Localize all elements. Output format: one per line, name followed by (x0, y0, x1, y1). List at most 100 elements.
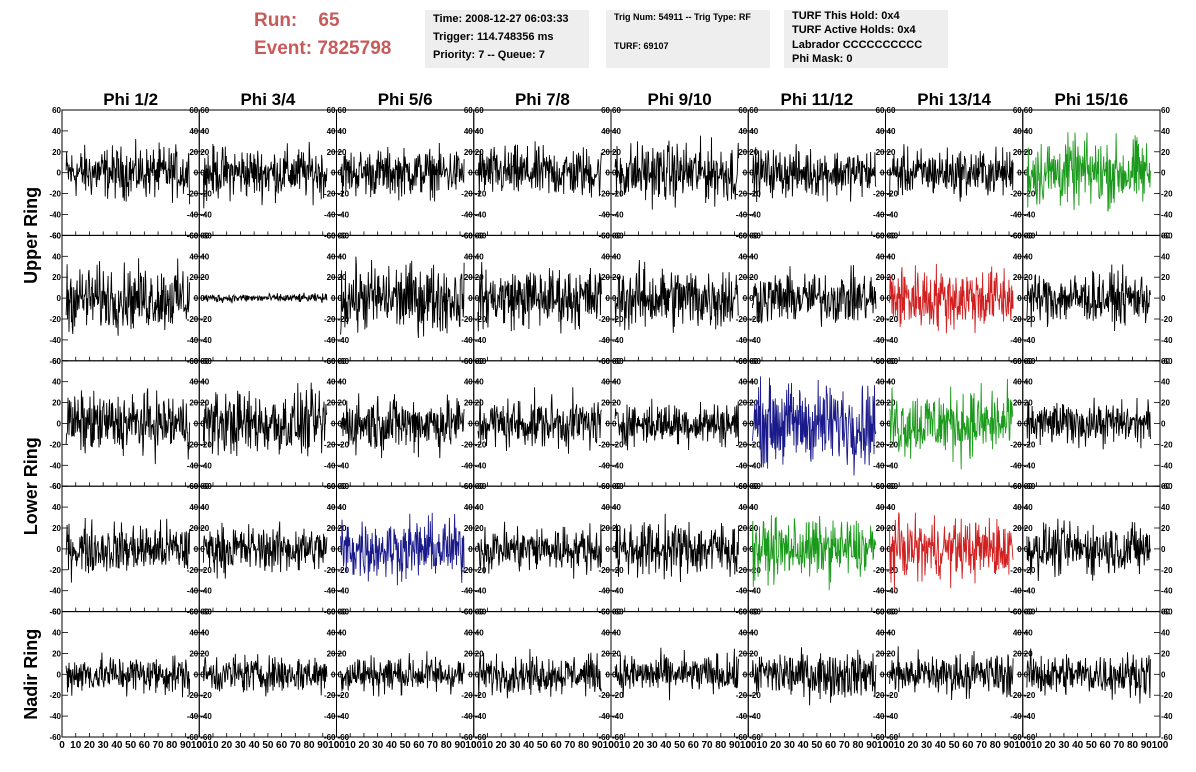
y-tick-label: 40 (189, 252, 198, 261)
y-tick-label: -20 (338, 691, 350, 700)
y-tick-label: 20 (1013, 148, 1022, 157)
waveform-trace (751, 515, 877, 591)
y-tick-label: 60 (189, 357, 198, 366)
y-tick-label: 0 (606, 545, 611, 554)
y-tick-label: 40 (338, 378, 347, 387)
y-tick-label: 40 (738, 127, 747, 136)
column-title: Phi 9/10 (647, 90, 711, 109)
run-label: Run: 65 (254, 10, 340, 31)
y-tick-label: 20 (200, 148, 209, 157)
y-tick-label: 60 (52, 106, 61, 115)
x-tick-label: 60 (688, 740, 700, 751)
y-tick-label: 0 (887, 294, 892, 303)
y-tick-label: 40 (1013, 252, 1022, 261)
y-tick-label: 60 (464, 231, 473, 240)
y-tick-label: 0 (612, 420, 617, 429)
y-tick-label: 20 (1024, 273, 1033, 282)
waveform-trace (889, 144, 1014, 202)
y-tick-label: -40 (749, 336, 761, 345)
y-tick-label: 0 (194, 169, 199, 178)
y-tick-label: -20 (475, 691, 487, 700)
y-tick-label: -20 (324, 190, 336, 199)
y-tick-label: 60 (876, 231, 885, 240)
y-tick-label: 20 (749, 399, 758, 408)
y-tick-label: 0 (880, 169, 885, 178)
y-tick-label: -20 (1010, 566, 1022, 575)
waveform-trace (202, 141, 328, 209)
y-tick-label: -40 (461, 336, 473, 345)
y-tick-label: -40 (887, 461, 899, 470)
y-tick-label: -20 (1161, 440, 1173, 449)
y-tick-label: 60 (887, 106, 896, 115)
y-tick-label: 0 (338, 670, 343, 679)
y-tick-label: 40 (1161, 252, 1170, 261)
y-tick-label: -40 (200, 336, 212, 345)
y-tick-label: 20 (1161, 524, 1170, 533)
y-tick-label: 0 (200, 294, 205, 303)
y-tick-label: 20 (464, 273, 473, 282)
x-tick-label: 40 (798, 740, 810, 751)
y-tick-label: -40 (338, 336, 350, 345)
y-tick-label: -40 (1024, 336, 1036, 345)
y-tick-label: 20 (1013, 649, 1022, 658)
x-tick-label: 10 (70, 740, 82, 751)
y-tick-label: -20 (598, 315, 610, 324)
y-tick-label: 40 (327, 127, 336, 136)
y-tick-label: 20 (601, 399, 610, 408)
y-tick-label: 0 (1024, 420, 1029, 429)
y-tick-label: -20 (1161, 190, 1173, 199)
turf-active-holds-text: TURF Active Holds: 0x4 (792, 24, 916, 36)
y-tick-label: 0 (887, 169, 892, 178)
x-tick-label: 90 (454, 740, 466, 751)
y-tick-label: 0 (200, 670, 205, 679)
y-tick-label: 0 (1017, 294, 1022, 303)
y-tick-label: 0 (331, 294, 336, 303)
waveform-trace (614, 259, 739, 333)
y-tick-label: -40 (324, 336, 336, 345)
y-tick-label: 60 (876, 106, 885, 115)
labrador-text: Labrador CCCCCCCCCC (792, 39, 923, 51)
waveform-trace (751, 144, 877, 203)
x-tick-label: 70 (839, 740, 851, 751)
y-tick-label: 0 (475, 169, 480, 178)
y-tick-label: 0 (743, 294, 748, 303)
y-tick-label: 40 (612, 252, 621, 261)
y-tick-label: -60 (200, 733, 212, 742)
y-tick-label: 40 (1024, 252, 1033, 261)
y-tick-label: 0 (57, 670, 62, 679)
waveform-trace (614, 135, 740, 210)
y-tick-label: 40 (1161, 503, 1170, 512)
y-tick-label: 0 (749, 169, 754, 178)
y-tick-label: -40 (1010, 712, 1022, 721)
x-tick-label: 90 (866, 740, 878, 751)
y-tick-label: 40 (1024, 503, 1033, 512)
y-tick-label: 40 (189, 127, 198, 136)
y-tick-label: 60 (52, 608, 61, 617)
column-title: Phi 1/2 (103, 90, 158, 109)
y-tick-label: 20 (464, 524, 473, 533)
waveform-trace (477, 141, 602, 198)
y-tick-label: 0 (468, 670, 473, 679)
y-tick-label: 0 (1161, 545, 1166, 554)
x-tick-label: 20 (633, 740, 645, 751)
y-tick-label: 60 (1161, 608, 1170, 617)
y-tick-label: 0 (1161, 169, 1166, 178)
y-tick-label: -20 (187, 566, 199, 575)
y-tick-label: -40 (1024, 712, 1036, 721)
y-tick-label: -40 (1010, 461, 1022, 470)
x-tick-label: 40 (386, 740, 398, 751)
x-tick-label: 50 (537, 740, 549, 751)
x-tick-label: 30 (1058, 740, 1070, 751)
y-tick-label: -40 (187, 587, 199, 596)
x-tick-label: 80 (303, 740, 315, 751)
y-tick-label: 0 (475, 545, 480, 554)
x-tick-label: 20 (221, 740, 233, 751)
y-tick-label: 40 (887, 252, 896, 261)
y-tick-label: 60 (327, 357, 336, 366)
y-tick-label: -60 (461, 733, 473, 742)
waveform-trace (65, 517, 191, 583)
y-tick-label: -20 (187, 190, 199, 199)
y-tick-label: -20 (612, 691, 624, 700)
y-tick-label: 20 (1161, 649, 1170, 658)
y-tick-label: -40 (461, 211, 473, 220)
